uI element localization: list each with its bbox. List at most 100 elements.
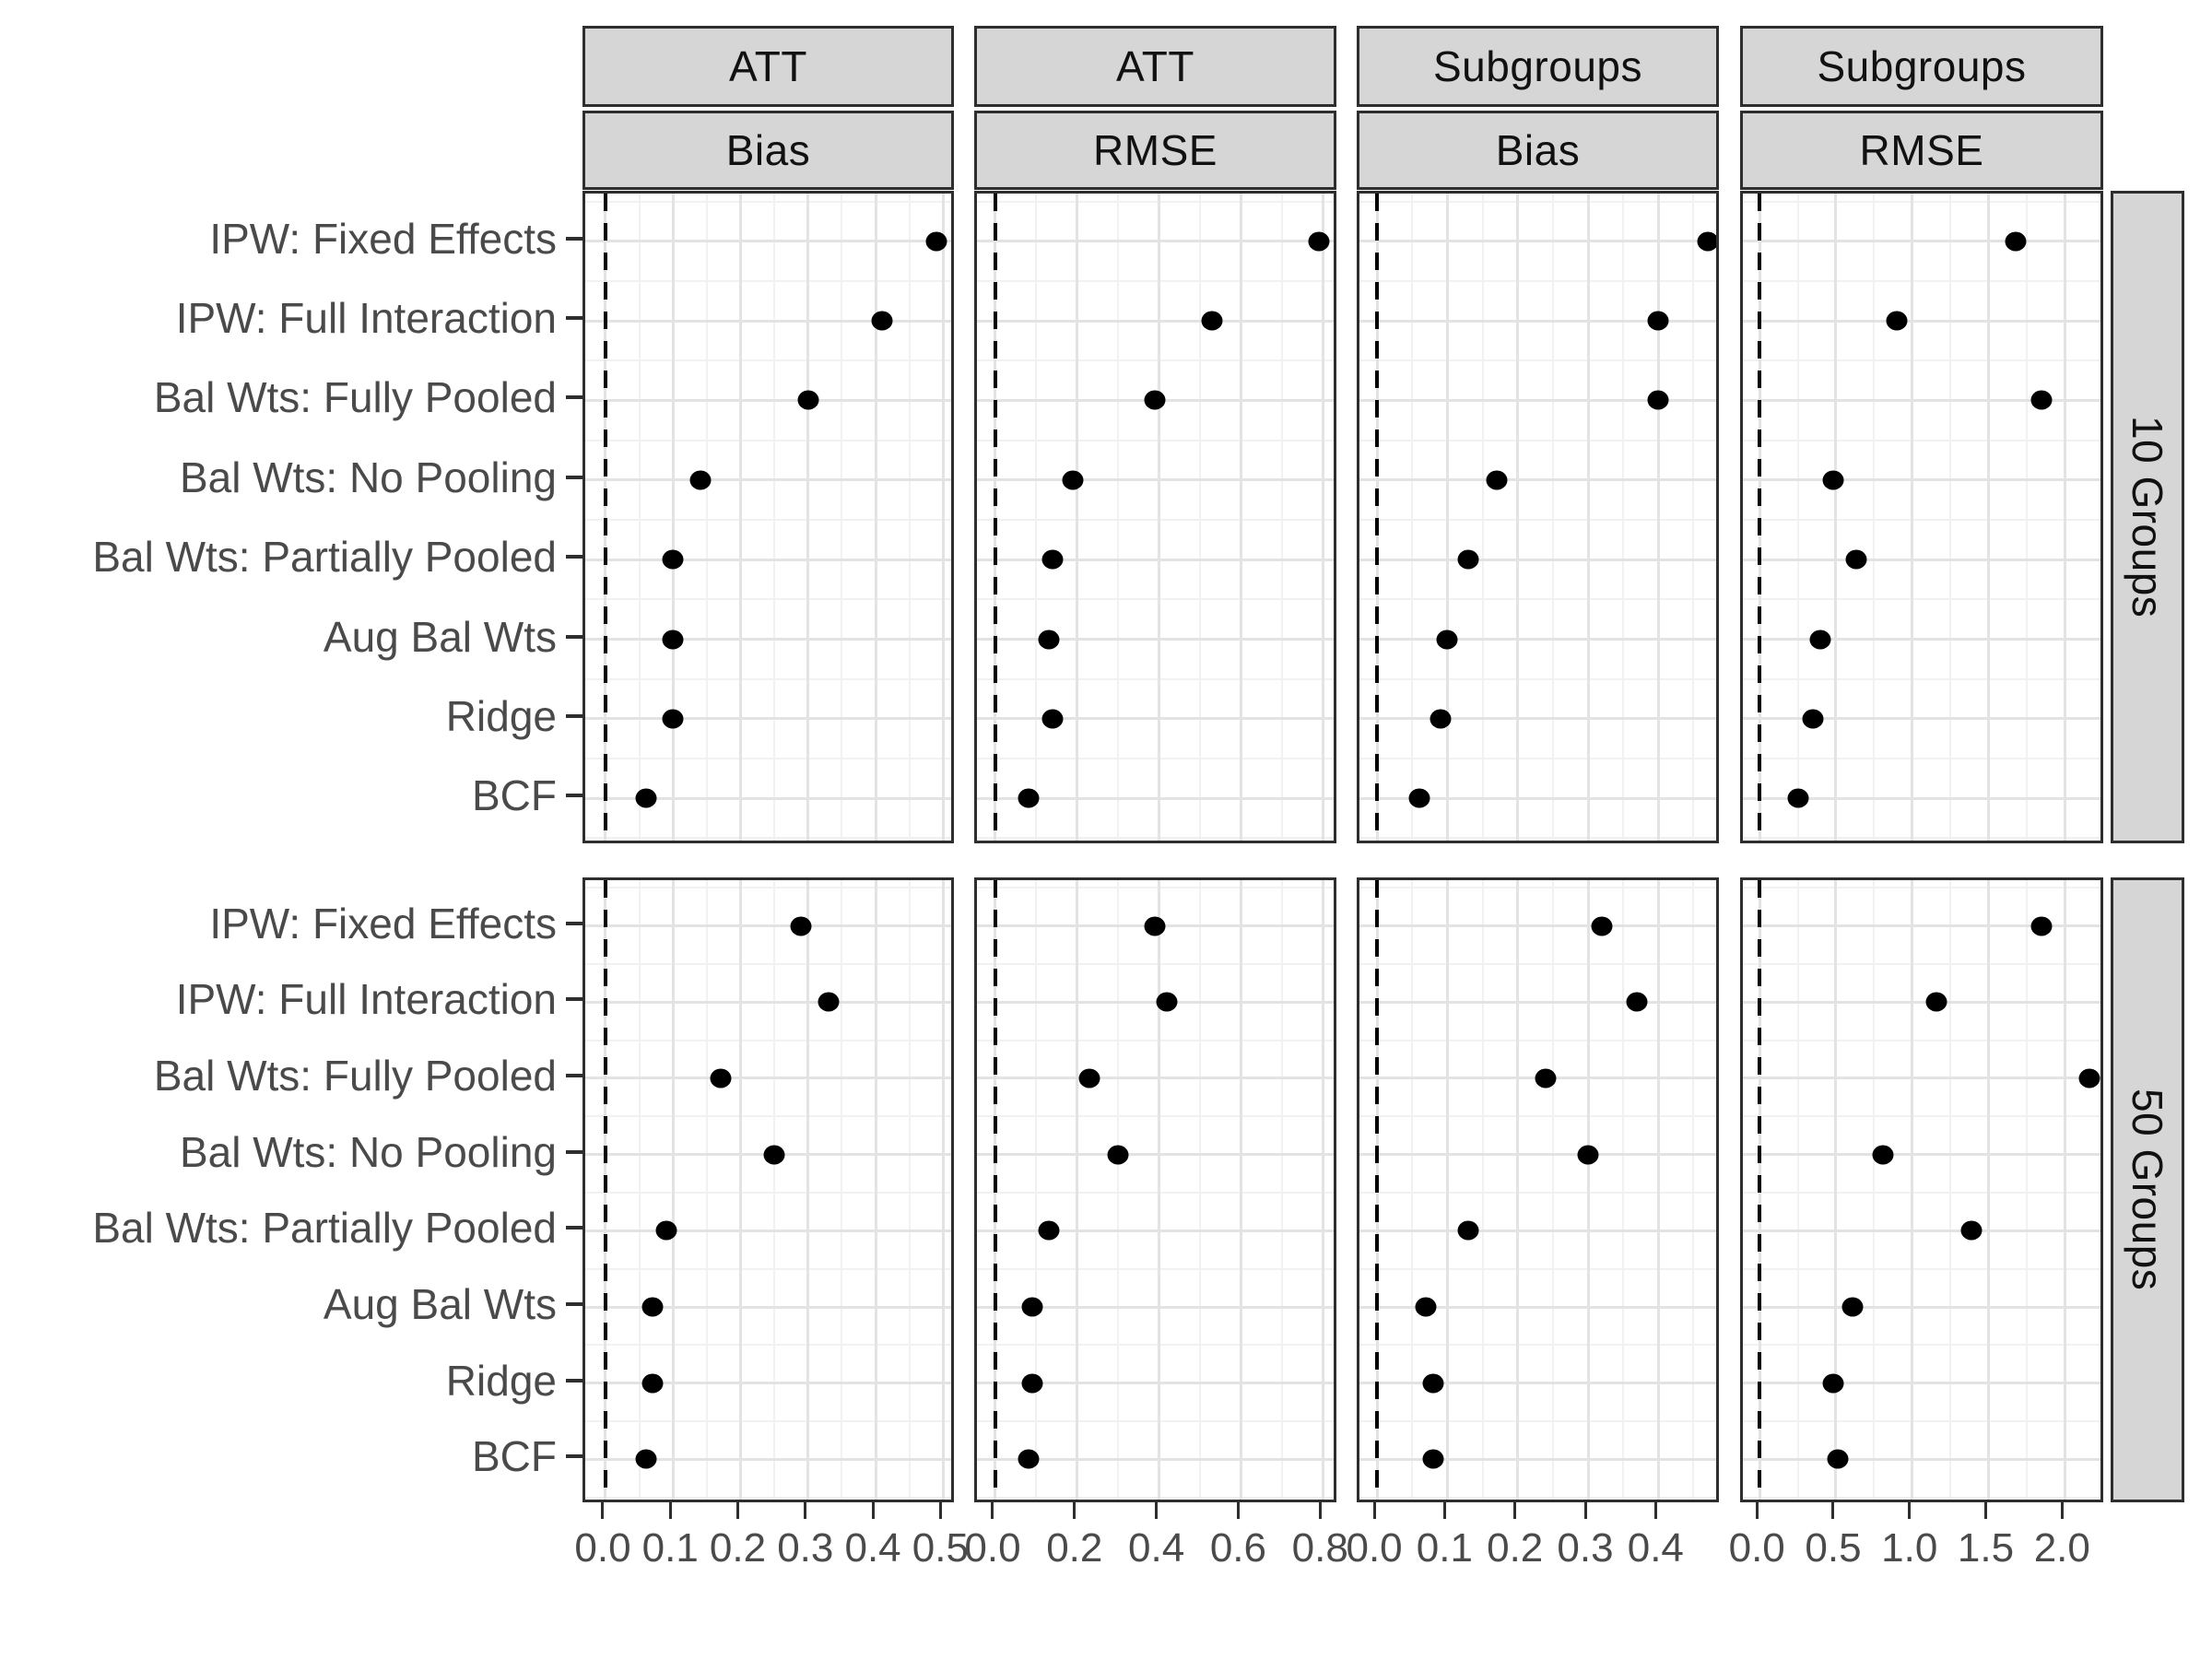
y-axis-tick: [566, 475, 582, 479]
y-axis-label: IPW: Full Interaction: [175, 294, 557, 343]
gridline-minor-v: [908, 194, 911, 841]
gridline-minor-h: [1743, 1267, 2100, 1270]
gridline-minor-v: [2025, 194, 2028, 841]
y-axis-tick: [566, 1454, 582, 1459]
y-axis-label: BCF: [472, 1432, 557, 1481]
x-axis-tick: [1073, 1502, 1077, 1519]
gridline-major-h: [1359, 1457, 1716, 1461]
gridline-minor-v: [1117, 194, 1120, 841]
gridline-minor-v: [908, 880, 911, 1500]
data-point: [662, 629, 684, 649]
gridline-major-h: [1743, 319, 2100, 323]
gridline-minor-h: [977, 1420, 1334, 1423]
x-axis-tick: [1236, 1502, 1240, 1519]
gridline-minor-h: [1743, 1420, 2100, 1423]
gridline-minor-h: [1743, 962, 2100, 965]
facet-col-strip-2-estimand-label: ATT: [1116, 42, 1194, 90]
gridline-minor-h: [977, 887, 1334, 889]
gridline-minor-h: [977, 677, 1334, 680]
gridline-major-v: [1445, 880, 1449, 1500]
gridline-major-h: [977, 796, 1334, 800]
x-axis-tick-label: 0.0: [1346, 1525, 1403, 1571]
gridline-major-v: [1834, 194, 1838, 841]
gridline-minor-v: [2102, 194, 2103, 841]
panel-10-groups-att-rmse: [974, 191, 1336, 843]
gridline-minor-h: [585, 279, 951, 282]
gridline-minor-h: [585, 1496, 951, 1499]
y-axis-tick: [566, 1073, 582, 1077]
data-point: [1647, 311, 1669, 331]
gridline-minor-h: [1743, 1344, 2100, 1347]
gridline-major-h: [585, 478, 951, 482]
x-axis-tick-label: 0.4: [844, 1525, 901, 1571]
y-axis-label: Aug Bal Wts: [323, 1280, 557, 1329]
x-axis-tick-label: 0.0: [964, 1525, 1021, 1571]
gridline-minor-v: [1949, 194, 1952, 841]
gridline-major-h: [977, 1000, 1334, 1004]
gridline-minor-v: [638, 194, 641, 841]
y-axis-label: Aug Bal Wts: [323, 612, 557, 661]
facet-row-strip-10-groups-label: 10 Groups: [2124, 416, 2171, 618]
data-point: [1422, 1449, 1444, 1469]
gridline-minor-v: [1117, 880, 1120, 1500]
gridline-minor-h: [1359, 677, 1716, 680]
gridline-minor-v: [705, 880, 708, 1500]
zero-reference-line: [1758, 880, 1762, 1500]
y-axis-tick: [566, 1378, 582, 1382]
zero-reference-line: [1758, 194, 1762, 841]
panel-50-groups-att-rmse: [974, 877, 1336, 1502]
gridline-major-v: [806, 194, 810, 841]
gridline-major-h: [977, 1382, 1334, 1385]
data-point: [2030, 916, 2053, 936]
data-point: [1156, 992, 1178, 1012]
data-point: [1822, 470, 1844, 490]
gridline-minor-h: [1359, 279, 1716, 282]
data-point: [1626, 992, 1648, 1012]
gridline-minor-h: [977, 359, 1334, 362]
gridline-major-h: [1743, 1457, 2100, 1461]
gridline-minor-v: [841, 880, 843, 1500]
y-axis-label: Bal Wts: Fully Pooled: [153, 373, 557, 422]
x-axis-tick-label: 0.6: [1209, 1525, 1266, 1571]
facet-col-strip-4-metric: RMSE: [1740, 111, 2103, 190]
x-axis-tick-label: 0.4: [1128, 1525, 1185, 1571]
data-point: [1021, 1297, 1043, 1317]
gridline-minor-v: [1411, 880, 1414, 1500]
gridline-minor-v: [1796, 194, 1799, 841]
facet-col-strip-3-metric: Bias: [1357, 111, 1719, 190]
gridline-minor-h: [977, 519, 1334, 521]
data-point: [1647, 390, 1669, 410]
gridline-major-v: [1239, 880, 1242, 1500]
gridline-minor-h: [977, 598, 1334, 601]
facet-col-strip-3-metric-label: Bias: [1495, 126, 1581, 174]
gridline-major-h: [1359, 1305, 1716, 1309]
gridline-major-v: [1911, 880, 1914, 1500]
data-point: [1697, 231, 1716, 252]
gridline-minor-h: [977, 1039, 1334, 1041]
gridline-major-h: [585, 1077, 951, 1080]
gridline-minor-v: [1796, 880, 1799, 1500]
facet-col-strip-3-estimand-label: Subgroups: [1433, 42, 1642, 90]
gridline-minor-h: [1743, 837, 2100, 840]
gridline-minor-v: [841, 194, 843, 841]
gridline-major-h: [1743, 478, 2100, 482]
panel-10-groups-att-bias: [582, 191, 954, 843]
gridline-major-h: [1359, 717, 1716, 721]
gridline-major-v: [1516, 194, 1520, 841]
x-axis-tick-label: 0.0: [1728, 1525, 1785, 1571]
gridline-major-h: [977, 1153, 1334, 1157]
y-axis-tick: [566, 921, 582, 925]
facet-col-strip-2-metric-label: RMSE: [1093, 126, 1218, 174]
gridline-minor-v: [1035, 194, 1038, 841]
gridline-major-v: [1987, 194, 1991, 841]
data-point: [1018, 1449, 1039, 1469]
gridline-minor-v: [1551, 194, 1554, 841]
gridline-minor-h: [1359, 1344, 1716, 1347]
gridline-major-h: [977, 717, 1334, 721]
gridline-major-h: [977, 478, 1334, 482]
y-axis-label: Ridge: [445, 691, 557, 740]
panel-10-groups-subgroups-rmse: [1740, 191, 2103, 843]
gridline-minor-h: [1743, 200, 2100, 203]
gridline-minor-h: [1359, 1039, 1716, 1041]
gridline-minor-h: [977, 837, 1334, 840]
